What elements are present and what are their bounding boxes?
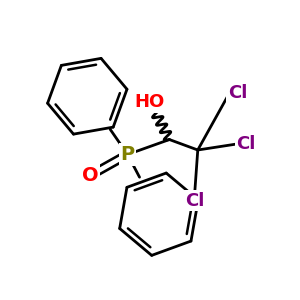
Text: Cl: Cl: [185, 192, 205, 210]
Text: P: P: [121, 145, 135, 164]
Text: Cl: Cl: [228, 84, 247, 102]
Text: Cl: Cl: [237, 135, 256, 153]
Text: O: O: [82, 166, 99, 185]
Text: HO: HO: [135, 93, 165, 111]
